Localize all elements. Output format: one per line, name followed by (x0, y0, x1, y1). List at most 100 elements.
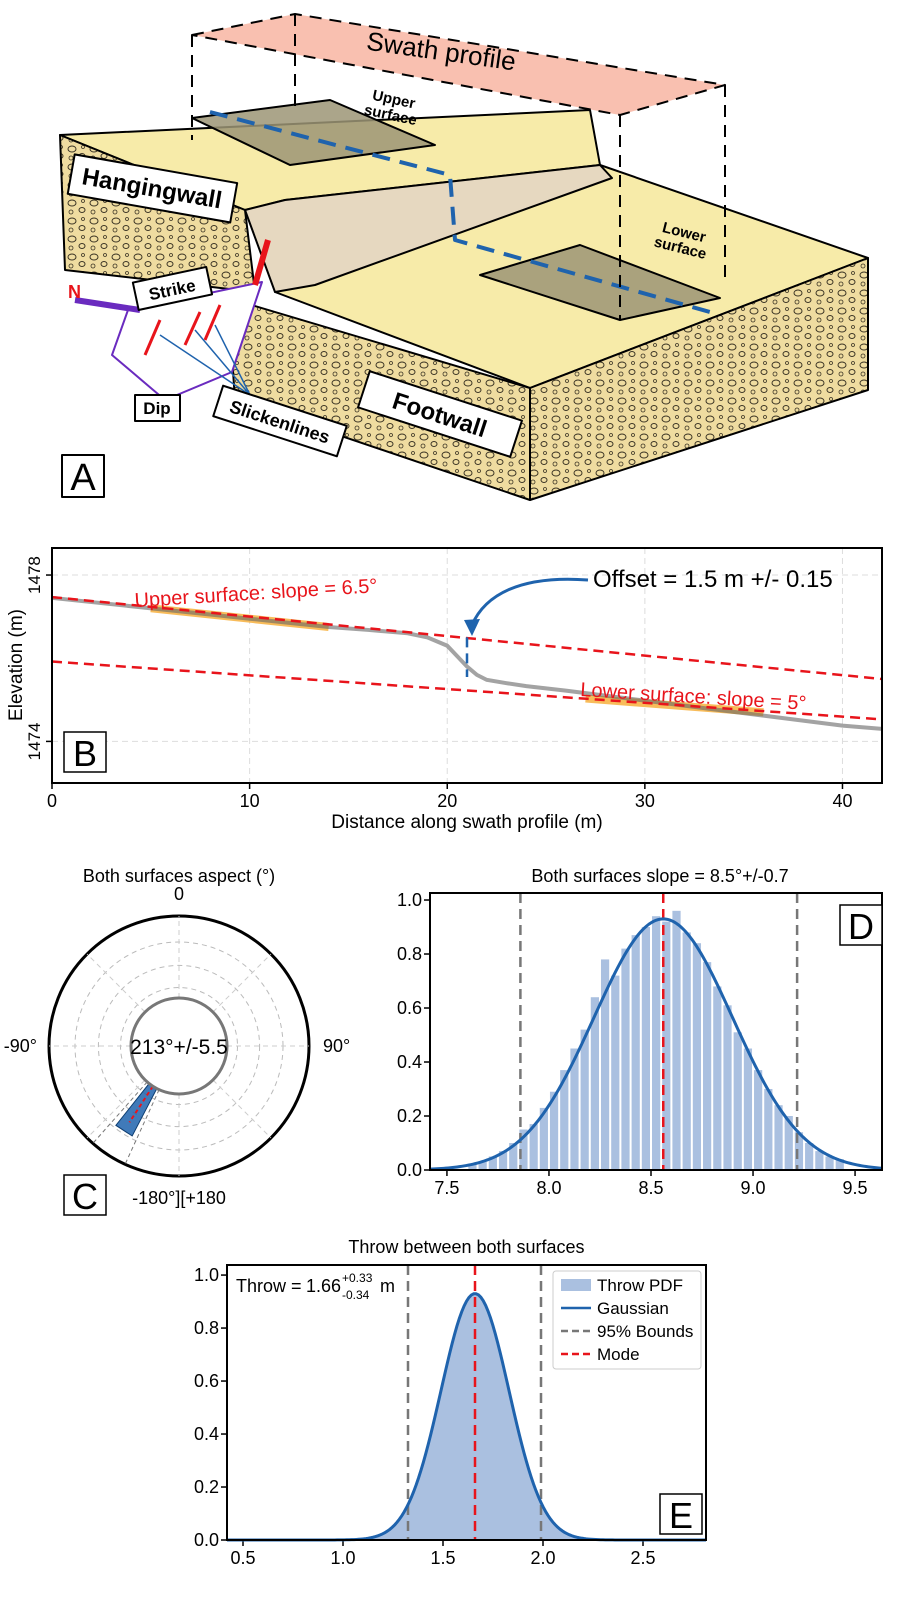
north-label: N (68, 282, 81, 302)
y-tick-label: 0.4 (397, 1052, 422, 1072)
hist-bar (723, 1005, 732, 1170)
hist-bar (560, 1070, 569, 1170)
hist-bar (580, 1029, 589, 1170)
theta-label: -90° (4, 1036, 37, 1056)
hist-bar (539, 1107, 548, 1170)
hist-bar (652, 916, 661, 1170)
plot-frame (226, 1264, 707, 1541)
hist-bar (835, 1159, 844, 1170)
polar-spoke (212, 1079, 272, 1139)
plot-frame (51, 547, 883, 784)
chart-title: Throw between both surfaces (348, 1237, 584, 1257)
plot-frame (429, 892, 883, 1171)
annotation: +0.33 (342, 1271, 373, 1285)
hist-bar (529, 1124, 538, 1170)
slickenlines-marks (143, 304, 222, 356)
gaussian-curve (429, 917, 883, 1171)
annotation: Upper surface: slope = 6.5° (134, 575, 378, 612)
hist-bar (600, 959, 610, 1170)
panel-label: B (73, 733, 97, 774)
hist-bar (764, 1089, 773, 1170)
x-tick-label: 1.0 (330, 1548, 355, 1568)
x-tick-label: 8.0 (536, 1178, 561, 1198)
hist-bar (662, 921, 671, 1170)
panel-box (63, 1174, 107, 1216)
hist-bar (468, 1164, 477, 1170)
hist-bar (519, 1129, 528, 1170)
theta-label: 90° (323, 1036, 350, 1056)
x-tick-label: 20 (437, 791, 457, 811)
hist-bar (703, 962, 712, 1170)
x-tick-label: 9.0 (741, 1178, 766, 1198)
hist-bar (682, 932, 691, 1170)
block-diagram (59, 13, 869, 501)
panel-label: C (72, 1176, 98, 1217)
hist-bar (754, 1070, 763, 1170)
x-axis-label: Distance along swath profile (m) (331, 812, 602, 833)
hist-bar (784, 1116, 793, 1170)
hist-bar (509, 1143, 518, 1170)
annotation: -0.34 (342, 1288, 370, 1302)
legend-label: 95% Bounds (597, 1322, 693, 1341)
y-tick-label: 0.4 (194, 1424, 219, 1444)
legend-label: Gaussian (597, 1299, 669, 1318)
y-tick-label: 0.0 (397, 1160, 422, 1180)
footwall-side (529, 257, 869, 501)
legend-label: Throw PDF (597, 1276, 683, 1295)
legend-frame (552, 1270, 702, 1370)
chart-title: Both surfaces slope = 8.5°+/-0.7 (531, 866, 788, 886)
swath-edges (191, 14, 726, 320)
panel-label: D (848, 906, 874, 947)
x-tick-label: 2.0 (530, 1548, 555, 1568)
y-tick-label: 1.0 (194, 1265, 219, 1285)
chart-title: Both surfaces aspect (°) (83, 866, 275, 886)
annotation: Throw = (236, 1276, 302, 1296)
hist-bar (815, 1151, 824, 1170)
legend-swatch (561, 1279, 591, 1291)
hist-bar (590, 997, 599, 1170)
label-box (134, 394, 181, 422)
x-tick-label: 0 (47, 791, 57, 811)
center-label: 213°+/-5.5 (130, 1036, 228, 1059)
y-tick-label: 0.0 (194, 1530, 219, 1550)
annotation: 1.66 (306, 1276, 341, 1296)
y-tick-label: 1474 (25, 722, 44, 760)
pdf-area (227, 1293, 706, 1540)
hist-bar (743, 1048, 753, 1170)
panel-box (839, 904, 883, 946)
hist-bar (733, 1032, 742, 1170)
hist-bar (692, 943, 702, 1170)
hist-bar (774, 1105, 783, 1170)
panel-box (63, 731, 107, 773)
x-tick-label: 1.5 (430, 1548, 455, 1568)
dip-label: Dip (143, 399, 170, 418)
x-tick-label: 10 (240, 791, 260, 811)
polar-spoke (86, 953, 146, 1013)
offset-arrowhead (464, 619, 480, 636)
annotation: Offset = 1.5 m +/- 0.15 (593, 566, 833, 593)
strike-arrow (74, 297, 141, 313)
offset-pointer (470, 577, 589, 626)
y-axis-label: Elevation (m) (6, 609, 27, 721)
hist-bar (549, 1091, 559, 1170)
y-tick-label: 0.2 (194, 1477, 219, 1497)
hist-bar (672, 910, 681, 1170)
y-tick-label: 0.6 (194, 1371, 219, 1391)
upper-surface-area (191, 99, 436, 166)
x-tick-label: 2.5 (630, 1548, 655, 1568)
polar-inner (129, 996, 229, 1096)
hist-bar (621, 948, 630, 1170)
x-tick-label: 0.5 (230, 1548, 255, 1568)
profile-trace (209, 110, 711, 314)
hist-bar (825, 1156, 834, 1170)
slip-arrow (252, 239, 271, 286)
x-tick-label: 8.5 (638, 1178, 663, 1198)
hist-bar (611, 975, 620, 1170)
polar-spoke (86, 1079, 146, 1139)
polar-spoke (212, 953, 272, 1013)
label-box (357, 370, 523, 458)
series-line (52, 660, 882, 721)
label-box (212, 384, 348, 458)
